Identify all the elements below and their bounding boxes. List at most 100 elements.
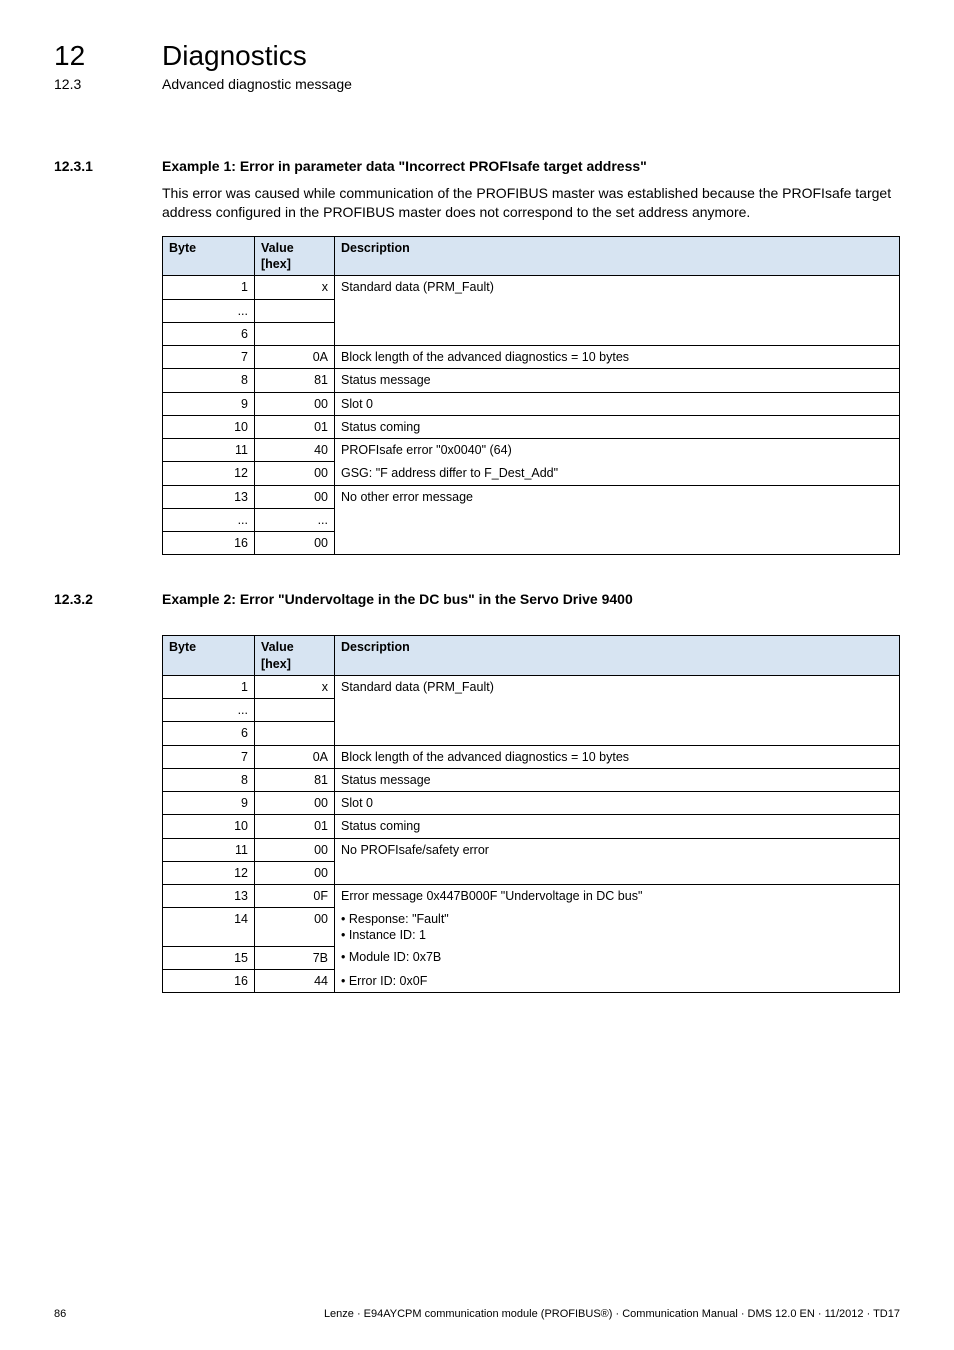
cell: • Response: "Fault" • Instance ID: 1 bbox=[335, 908, 900, 947]
cell: 8 bbox=[163, 369, 255, 392]
cell: x bbox=[255, 276, 335, 299]
cell: 16 bbox=[163, 532, 255, 555]
cell: 16 bbox=[163, 970, 255, 993]
subsection-title: Example 2: Error "Undervoltage in the DC… bbox=[162, 591, 633, 607]
cell: 0F bbox=[255, 885, 335, 908]
paragraph: This error was caused while communicatio… bbox=[162, 184, 900, 222]
cell: ... bbox=[163, 508, 255, 531]
cell: 81 bbox=[255, 369, 335, 392]
subsection-number: 12.3.2 bbox=[54, 591, 162, 607]
cell bbox=[255, 722, 335, 745]
subsection-number: 12.3.1 bbox=[54, 158, 162, 174]
diagnostics-table-2: Byte Value [hex] Description 1xStandard d… bbox=[162, 635, 900, 993]
cell: 12 bbox=[163, 462, 255, 485]
cell: GSG: "F address differ to F_Dest_Add" bbox=[335, 462, 900, 485]
col-value: Value [hex] bbox=[255, 636, 335, 676]
cell: x bbox=[255, 675, 335, 698]
cell: 00 bbox=[255, 838, 335, 861]
cell: 6 bbox=[163, 722, 255, 745]
diagnostics-table-1: Byte Value[hex] Description 1xStandard d… bbox=[162, 236, 900, 556]
cell: 1 bbox=[163, 675, 255, 698]
col-byte: Byte bbox=[163, 236, 255, 276]
cell: Block length of the advanced diagnostics… bbox=[335, 346, 900, 369]
cell: 14 bbox=[163, 908, 255, 947]
cell bbox=[335, 861, 900, 884]
cell: 01 bbox=[255, 815, 335, 838]
cell: 13 bbox=[163, 485, 255, 508]
cell bbox=[335, 722, 900, 745]
cell: 00 bbox=[255, 485, 335, 508]
cell: Block length of the advanced diagnostics… bbox=[335, 745, 900, 768]
cell: ... bbox=[255, 508, 335, 531]
cell: 9 bbox=[163, 392, 255, 415]
cell: Standard data (PRM_Fault) bbox=[335, 276, 900, 299]
cell: 6 bbox=[163, 322, 255, 345]
cell: 00 bbox=[255, 392, 335, 415]
section-title: Advanced diagnostic message bbox=[162, 76, 352, 92]
cell bbox=[335, 508, 900, 531]
cell bbox=[255, 299, 335, 322]
cell: 00 bbox=[255, 861, 335, 884]
cell: 00 bbox=[255, 908, 335, 947]
cell bbox=[335, 699, 900, 722]
section-number: 12.3 bbox=[54, 76, 162, 92]
cell: Status message bbox=[335, 768, 900, 791]
cell: 00 bbox=[255, 462, 335, 485]
cell: 10 bbox=[163, 815, 255, 838]
cell: Status coming bbox=[335, 415, 900, 438]
cell: 00 bbox=[255, 532, 335, 555]
cell: ... bbox=[163, 299, 255, 322]
cell: 9 bbox=[163, 792, 255, 815]
cell: Status message bbox=[335, 369, 900, 392]
cell: 44 bbox=[255, 970, 335, 993]
cell: No PROFIsafe/safety error bbox=[335, 838, 900, 861]
cell-line: • Response: "Fault" bbox=[341, 912, 449, 926]
cell bbox=[335, 532, 900, 555]
cell: 7 bbox=[163, 745, 255, 768]
page-number: 86 bbox=[54, 1308, 66, 1320]
col-value-l1: Value bbox=[261, 241, 294, 255]
cell: Slot 0 bbox=[335, 392, 900, 415]
col-value: Value[hex] bbox=[255, 236, 335, 276]
cell: 12 bbox=[163, 861, 255, 884]
cell: Status coming bbox=[335, 815, 900, 838]
cell: Error message 0x447B000F "Undervoltage i… bbox=[335, 885, 900, 908]
cell-line: • Instance ID: 1 bbox=[341, 928, 426, 942]
col-byte: Byte bbox=[163, 636, 255, 676]
cell: 15 bbox=[163, 946, 255, 969]
cell: 11 bbox=[163, 838, 255, 861]
cell: 10 bbox=[163, 415, 255, 438]
cell: ... bbox=[163, 699, 255, 722]
col-value-l2: [hex] bbox=[261, 256, 328, 272]
cell: 8 bbox=[163, 768, 255, 791]
col-value-l2: [hex] bbox=[261, 656, 328, 672]
cell: 01 bbox=[255, 415, 335, 438]
cell: 0A bbox=[255, 745, 335, 768]
cell: 7B bbox=[255, 946, 335, 969]
cell: 1 bbox=[163, 276, 255, 299]
cell: PROFIsafe error "0x0040" (64) bbox=[335, 439, 900, 462]
cell: 11 bbox=[163, 439, 255, 462]
cell: 13 bbox=[163, 885, 255, 908]
cell: 7 bbox=[163, 346, 255, 369]
cell bbox=[255, 699, 335, 722]
col-desc: Description bbox=[335, 636, 900, 676]
subsection-title: Example 1: Error in parameter data "Inco… bbox=[162, 158, 647, 174]
cell: • Error ID: 0x0F bbox=[335, 970, 900, 993]
cell: 0A bbox=[255, 346, 335, 369]
footer-text: Lenze · E94AYCPM communication module (P… bbox=[324, 1308, 900, 1320]
divider: _ _ _ _ _ _ _ _ _ _ _ _ _ _ _ _ _ _ _ _ … bbox=[54, 120, 900, 134]
cell: Slot 0 bbox=[335, 792, 900, 815]
cell: Standard data (PRM_Fault) bbox=[335, 675, 900, 698]
chapter-number: 12 bbox=[54, 40, 162, 72]
cell: 40 bbox=[255, 439, 335, 462]
cell: 81 bbox=[255, 768, 335, 791]
chapter-title: Diagnostics bbox=[162, 40, 307, 72]
cell bbox=[255, 322, 335, 345]
col-desc: Description bbox=[335, 236, 900, 276]
cell: • Module ID: 0x7B bbox=[335, 946, 900, 969]
cell bbox=[335, 322, 900, 345]
cell: 00 bbox=[255, 792, 335, 815]
col-value-l1: Value bbox=[261, 640, 294, 654]
cell: No other error message bbox=[335, 485, 900, 508]
